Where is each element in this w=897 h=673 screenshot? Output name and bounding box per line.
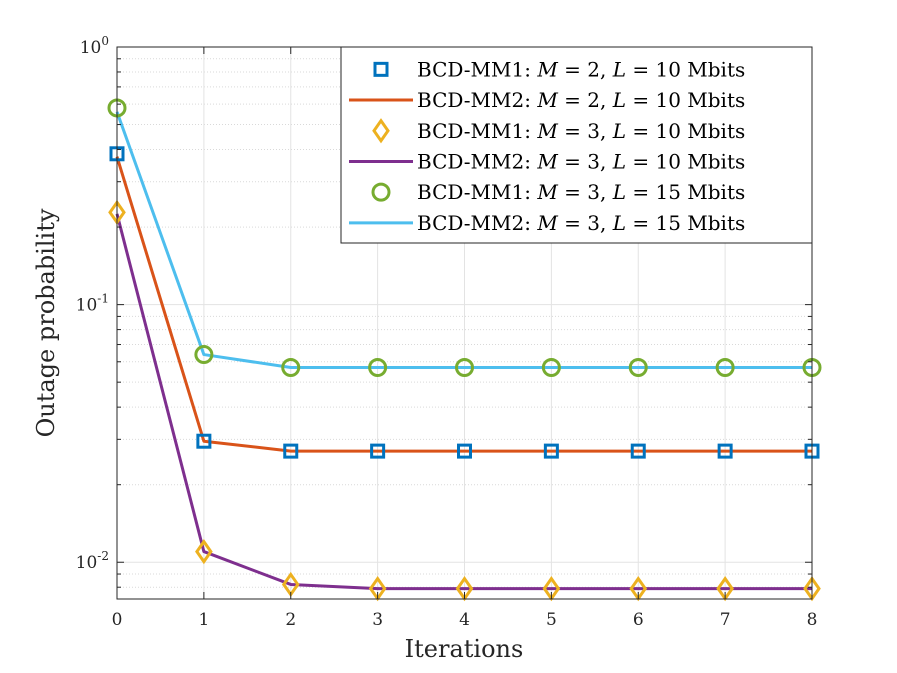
y-tick-label: 10-1 xyxy=(76,292,109,316)
x-tick-label: 1 xyxy=(198,610,209,630)
data-point-circle xyxy=(628,358,648,378)
series-line xyxy=(115,213,812,591)
x-tick-label: 6 xyxy=(633,610,644,630)
x-tick-label: 8 xyxy=(807,610,818,630)
data-point-diamond xyxy=(195,538,213,565)
legend-entry: BCD-MM2: M = 3, L = 10 Mbits xyxy=(417,149,745,173)
data-point-square xyxy=(630,443,646,459)
legend-entry: BCD-MM1: M = 3, L = 15 Mbits xyxy=(417,180,745,204)
data-point-square xyxy=(457,443,472,459)
legend-box xyxy=(340,46,813,244)
data-point-square xyxy=(370,443,386,459)
y-tick-label: 100 xyxy=(80,34,109,58)
data-point-circle xyxy=(194,345,214,365)
legend-entry: BCD-MM2: M = 3, L = 15 Mbits xyxy=(417,211,745,235)
y-tick-label: 10-2 xyxy=(76,549,109,573)
data-point-square xyxy=(717,443,733,459)
x-tick-label: 0 xyxy=(112,610,123,630)
data-point-circle xyxy=(715,358,735,378)
legend-marker-diamond xyxy=(372,118,390,144)
data-point-circle xyxy=(368,358,388,378)
legend: BCD-MM1: M = 2, L = 10 Mbits BCD-MM2: M =… xyxy=(340,46,813,244)
data-point-square xyxy=(283,443,299,459)
series-group xyxy=(107,98,822,602)
legend-marker-square xyxy=(373,61,389,77)
data-point-circle xyxy=(281,358,301,378)
data-point-square xyxy=(196,433,212,449)
x-tick-label: 3 xyxy=(372,610,383,630)
x-tick-label: 5 xyxy=(546,610,557,630)
legend-marker-circle xyxy=(371,182,391,202)
x-tick-label: 7 xyxy=(720,610,731,630)
legend-entry: BCD-MM1: M = 2, L = 10 Mbits xyxy=(417,57,745,81)
legend-entry: BCD-MM2: M = 2, L = 10 Mbits xyxy=(417,88,745,112)
data-point-square xyxy=(543,443,559,459)
data-point-circle xyxy=(455,358,474,378)
x-axis-label: Iterations xyxy=(405,635,524,663)
series-line xyxy=(115,111,812,370)
series-line xyxy=(115,156,812,453)
y-axis-label: Outage probability xyxy=(32,208,60,437)
x-tick-label: 2 xyxy=(285,610,296,630)
x-tick-label: 4 xyxy=(459,610,470,630)
legend-entry: BCD-MM1: M = 3, L = 10 Mbits xyxy=(417,119,745,143)
data-point-circle xyxy=(541,358,561,378)
